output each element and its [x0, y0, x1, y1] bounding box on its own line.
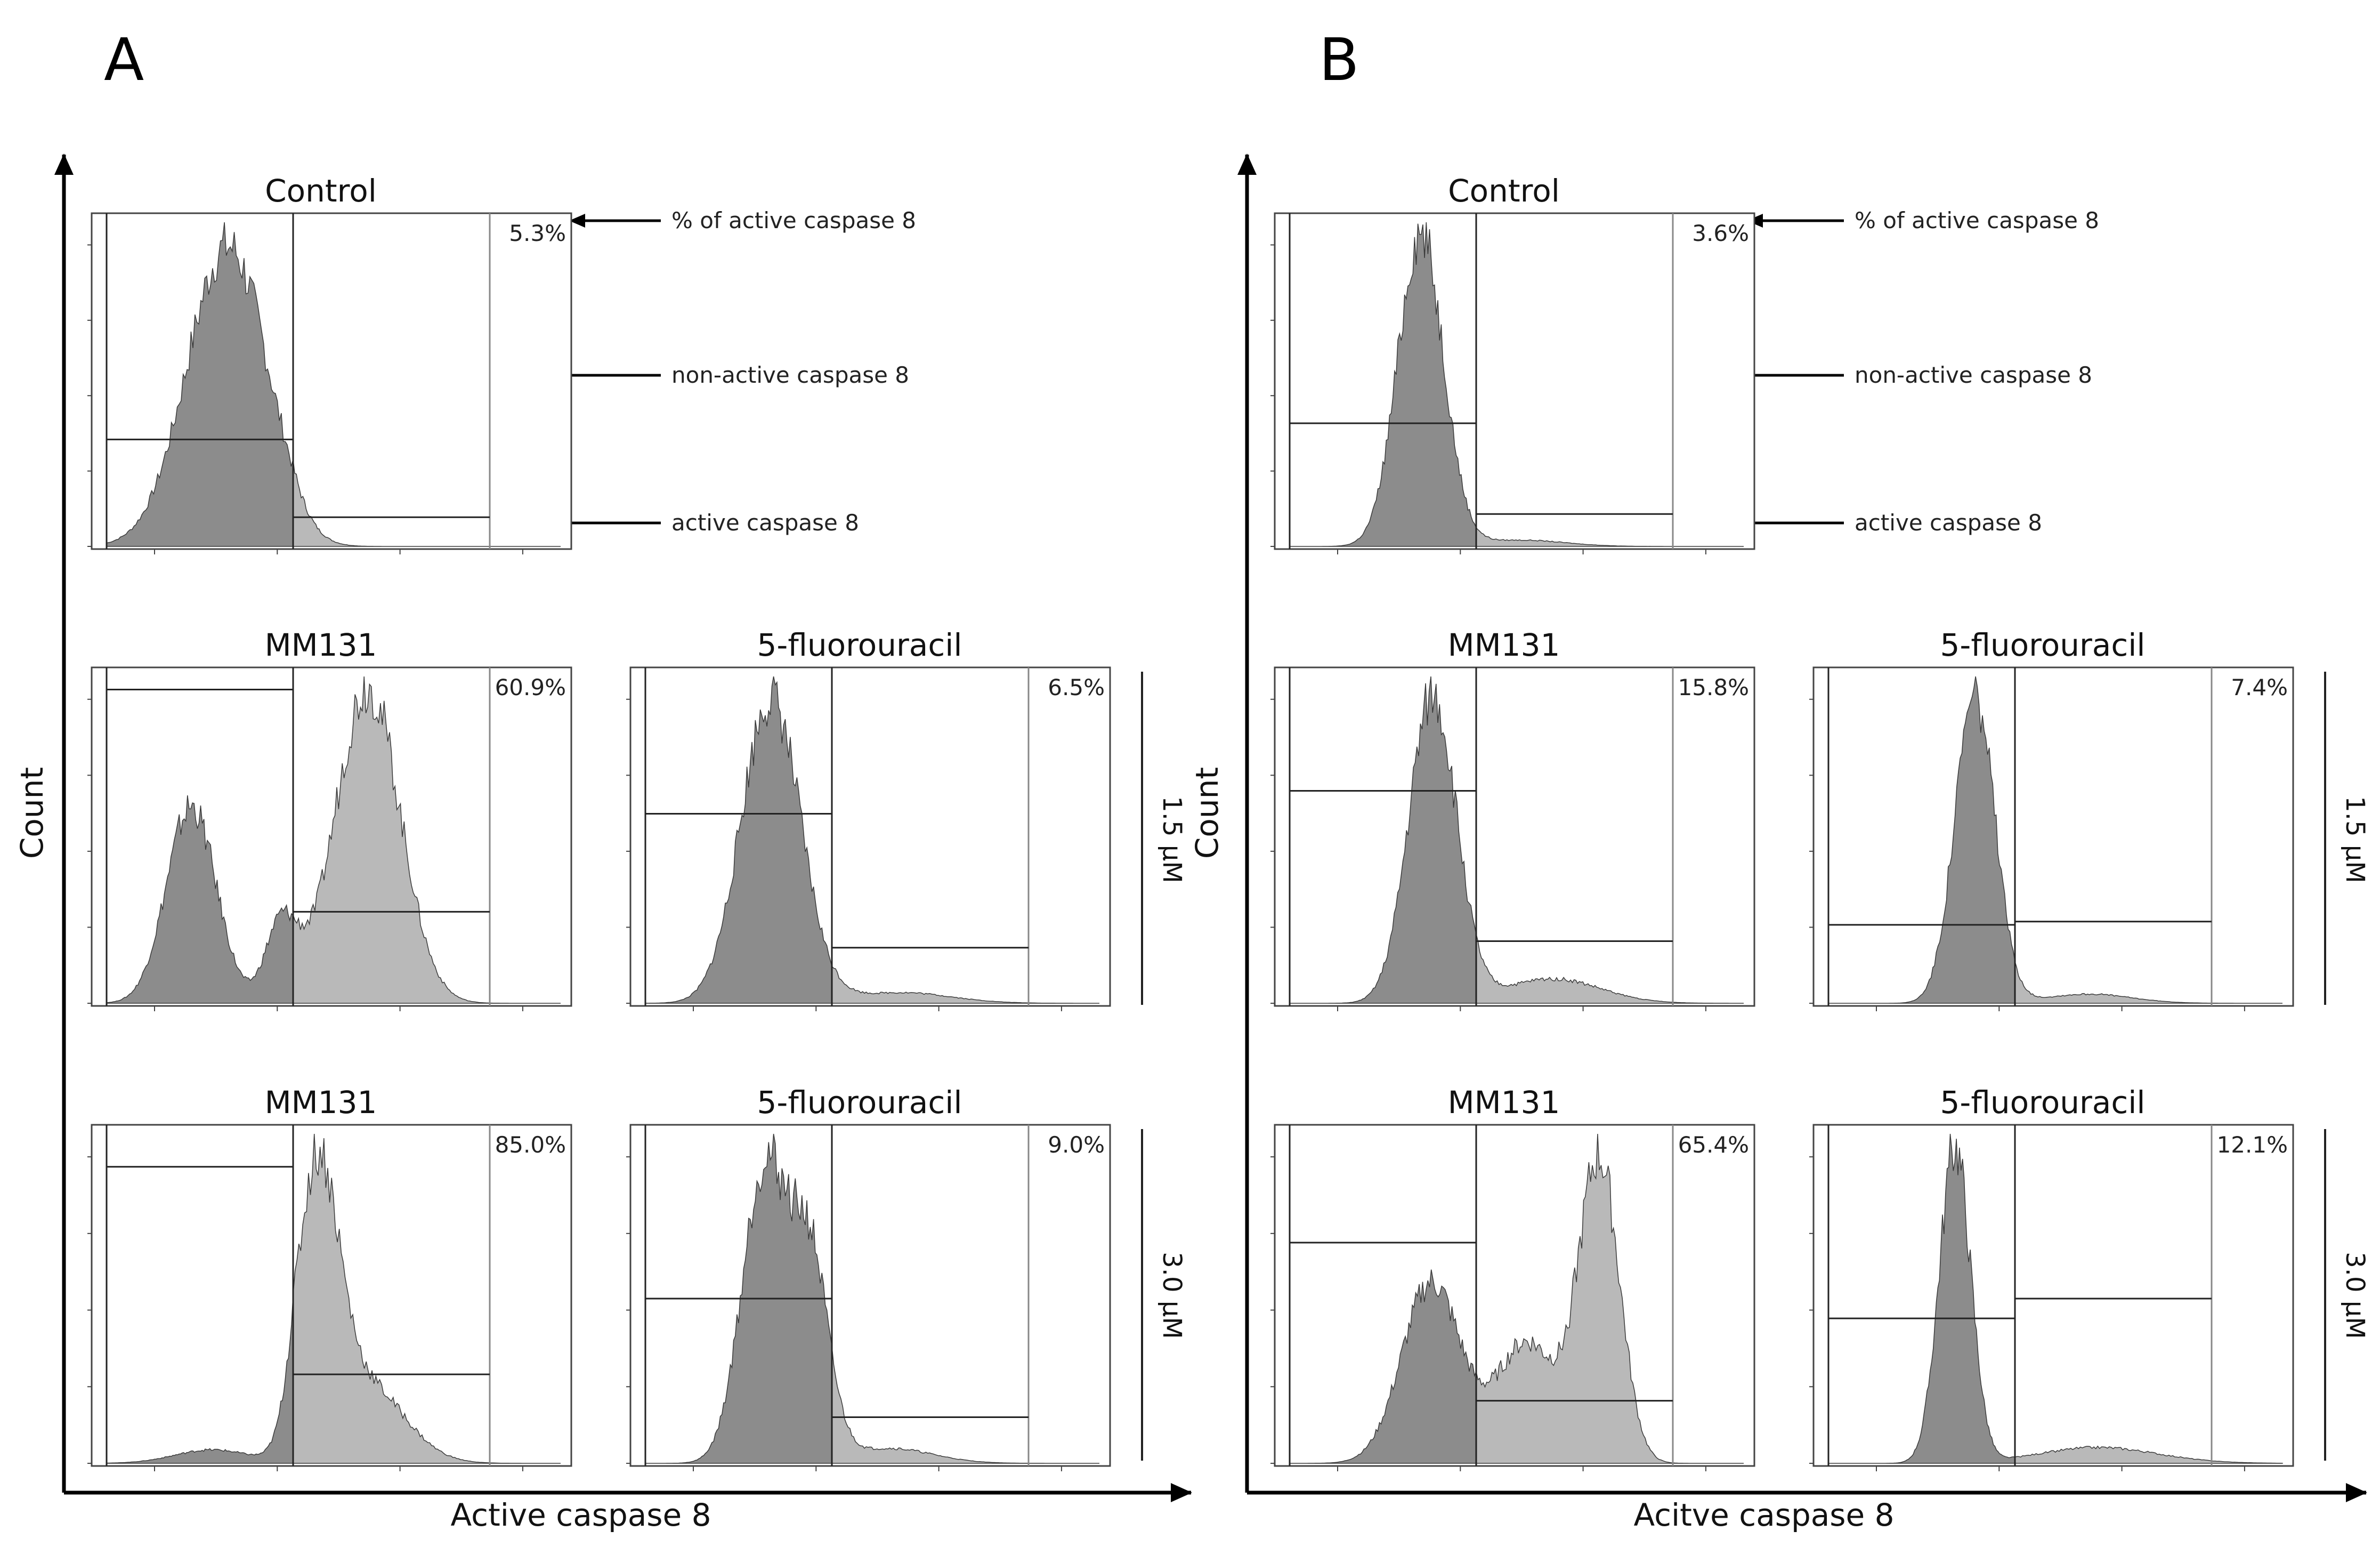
- histogram-plot-fu-15: 5-fluorouracil 6.5%: [626, 627, 1111, 1011]
- annotation-label: non-active caspase 8: [671, 362, 909, 388]
- plot-title: MM131: [1448, 627, 1560, 663]
- non-active-caspase8-area: [1828, 1133, 2015, 1464]
- y-axis-label: Count: [14, 767, 50, 859]
- y-axis-label: Count: [1189, 767, 1225, 859]
- concentration-label: 3.0 µM: [1157, 1252, 1187, 1339]
- plot-title: 5-fluorouracil: [757, 627, 962, 663]
- active-caspase8-area: [831, 965, 1099, 1004]
- annotation-label: non-active caspase 8: [1855, 362, 2092, 388]
- non-active-caspase8-area: [106, 795, 294, 1004]
- histogram-plot-fu-30: 5-fluorouracil 12.1%: [1809, 1084, 2294, 1471]
- active-caspase8-area: [293, 459, 561, 547]
- annotation-label: active caspase 8: [671, 510, 859, 536]
- active-caspase8-area: [2014, 961, 2282, 1004]
- histogram-plot-mm131-30: MM131 65.4%: [1270, 1084, 1755, 1471]
- histogram-plot-control: Control 3.6%: [1270, 173, 1755, 554]
- plot-title: 5-fluorouracil: [757, 1084, 962, 1121]
- concentration-label: 1.5 µM: [1157, 796, 1187, 883]
- active-caspase8-percentage: 5.3%: [509, 220, 566, 246]
- panel-b: B Count Acitve caspase 8 1.5 µM 3.0 µM % of a…: [1189, 26, 2370, 1533]
- x-axis-label: Acitve caspase 8: [1633, 1497, 1894, 1533]
- active-caspase8-percentage: 60.9%: [495, 674, 566, 700]
- plot-frame: [629, 1124, 1111, 1467]
- histogram-plot-mm131-15: MM131 15.8%: [1270, 627, 1755, 1011]
- active-caspase8-area: [1476, 1133, 1744, 1464]
- active-caspase8-area: [831, 1346, 1099, 1464]
- plot-title: MM131: [265, 627, 377, 663]
- histogram-plot-mm131-15: MM131 60.9%: [87, 627, 572, 1011]
- active-caspase8-area: [1476, 527, 1744, 547]
- non-active-caspase8-area: [1290, 1269, 1477, 1464]
- plot-title: MM131: [1448, 1084, 1560, 1121]
- annotation-label: % of active caspase 8: [671, 207, 916, 233]
- histogram-plot-mm131-30: MM131 85.0%: [87, 1084, 572, 1471]
- non-active-caspase8-area: [645, 676, 832, 1004]
- active-caspase8-percentage: 6.5%: [1048, 674, 1105, 700]
- active-caspase8-percentage: 15.8%: [1678, 674, 1749, 700]
- plot-frame: [1274, 666, 1755, 1007]
- x-axis-label: Active caspase 8: [450, 1497, 711, 1533]
- plot-frame: [1274, 212, 1755, 550]
- active-caspase8-percentage: 65.4%: [1678, 1132, 1749, 1158]
- non-active-caspase8-area: [106, 1294, 294, 1464]
- non-active-caspase8-area: [1290, 676, 1477, 1004]
- concentration-label: 1.5 µM: [2340, 796, 2370, 883]
- concentration-label: 3.0 µM: [2340, 1252, 2370, 1339]
- plot-frame: [629, 666, 1111, 1007]
- histogram-plot-fu-15: 5-fluorouracil 7.4%: [1809, 627, 2294, 1011]
- active-caspase8-area: [293, 676, 561, 1004]
- histogram-plot-fu-30: 5-fluorouracil 9.0%: [626, 1084, 1111, 1471]
- panel-label: A: [104, 26, 144, 94]
- active-caspase8-percentage: 85.0%: [495, 1132, 566, 1158]
- plot-frame: [1812, 1124, 2294, 1467]
- active-caspase8-percentage: 12.1%: [2217, 1132, 2288, 1158]
- plot-title: Control: [265, 173, 377, 209]
- plot-title: 5-fluorouracil: [1940, 627, 2146, 663]
- active-caspase8-percentage: 9.0%: [1048, 1132, 1105, 1158]
- panel-label: B: [1319, 26, 1359, 94]
- active-caspase8-percentage: 3.6%: [1692, 220, 1749, 246]
- histogram-plot-control: Control 5.3%: [87, 173, 572, 554]
- non-active-caspase8-area: [106, 222, 294, 547]
- plot-frame: [1812, 666, 2294, 1007]
- panel-a: A Count Active caspase 8 1.5 µM 3.0 µM % of a…: [14, 26, 1192, 1533]
- annotation-label: % of active caspase 8: [1855, 207, 2099, 233]
- active-caspase8-area: [293, 1133, 561, 1464]
- non-active-caspase8-area: [645, 1133, 832, 1464]
- non-active-caspase8-area: [1290, 222, 1477, 547]
- annotation-label: active caspase 8: [1855, 510, 2042, 536]
- plot-title: MM131: [265, 1084, 377, 1121]
- non-active-caspase8-area: [1828, 676, 2015, 1004]
- active-caspase8-area: [2014, 1445, 2283, 1464]
- active-caspase8-area: [1476, 933, 1744, 1004]
- active-caspase8-percentage: 7.4%: [2231, 674, 2288, 700]
- plot-title: Control: [1448, 173, 1560, 209]
- plot-title: 5-fluorouracil: [1940, 1084, 2146, 1121]
